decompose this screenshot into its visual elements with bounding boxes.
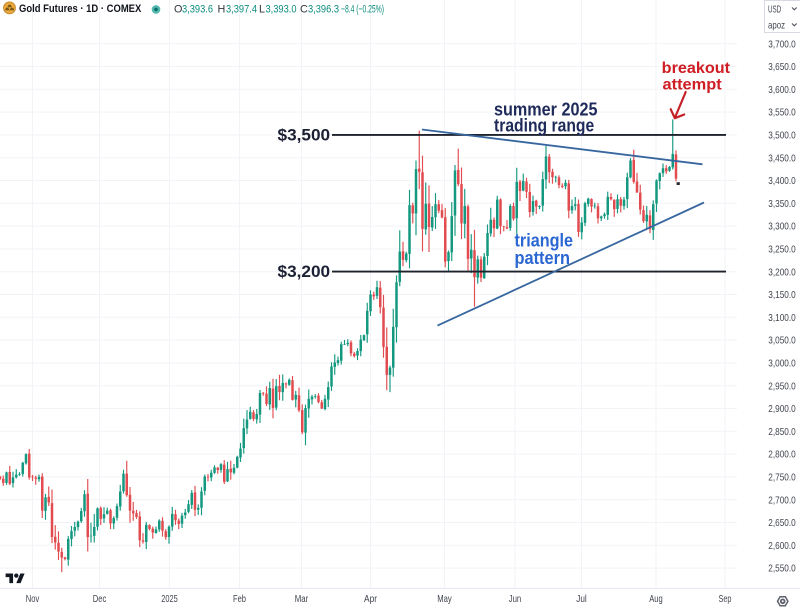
svg-text:3,100.0: 3,100.0	[768, 312, 796, 324]
svg-text:3,300.0: 3,300.0	[768, 221, 796, 233]
svg-text:3,250.0: 3,250.0	[768, 244, 796, 256]
svg-text:3,050.0: 3,050.0	[768, 335, 796, 347]
svg-text:summer 2025: summer 2025	[494, 100, 598, 120]
svg-text:3,550.0: 3,550.0	[768, 107, 796, 119]
svg-text:Jun: Jun	[509, 593, 522, 605]
svg-text:3,393.6: 3,393.6	[182, 3, 213, 15]
svg-text:3,393.0: 3,393.0	[266, 3, 297, 15]
svg-text:3,600.0: 3,600.0	[768, 84, 796, 96]
svg-text:$3,200: $3,200	[278, 263, 331, 281]
svg-text:2,600.0: 2,600.0	[768, 540, 796, 552]
svg-text:2,550.0: 2,550.0	[768, 563, 796, 575]
svg-text:triangle: triangle	[515, 230, 574, 250]
svg-text:2025: 2025	[161, 593, 178, 605]
svg-text:3,396.3: 3,396.3	[308, 3, 339, 15]
svg-text:Feb: Feb	[233, 593, 246, 605]
svg-text:O: O	[174, 3, 182, 15]
svg-text:$3,500: $3,500	[278, 126, 331, 144]
svg-text:3,400.0: 3,400.0	[768, 175, 796, 187]
svg-text:3,200.0: 3,200.0	[768, 266, 796, 278]
svg-text:3,350.0: 3,350.0	[768, 198, 796, 210]
svg-text:2,800.0: 2,800.0	[768, 449, 796, 461]
svg-text:3,000.0: 3,000.0	[768, 358, 796, 370]
svg-text:breakout: breakout	[662, 60, 731, 77]
svg-text:Apr: Apr	[364, 593, 377, 605]
svg-text:2,900.0: 2,900.0	[768, 403, 796, 415]
svg-text:3,150.0: 3,150.0	[768, 289, 796, 301]
svg-text:apoz: apoz	[768, 20, 785, 32]
svg-text:May: May	[437, 593, 452, 605]
svg-text:trading range: trading range	[494, 116, 594, 136]
svg-text:3,397.4: 3,397.4	[226, 3, 257, 15]
svg-text:2,950.0: 2,950.0	[768, 380, 796, 392]
svg-text:attempt: attempt	[663, 76, 723, 93]
svg-text:3,450.0: 3,450.0	[768, 152, 796, 164]
svg-text:2,750.0: 2,750.0	[768, 472, 796, 484]
svg-text:3,500.0: 3,500.0	[768, 130, 796, 142]
svg-text:Gold Futures · 1D · COMEX: Gold Futures · 1D · COMEX	[19, 3, 142, 15]
svg-text:Mar: Mar	[295, 593, 309, 605]
svg-text:2,850.0: 2,850.0	[768, 426, 796, 438]
svg-text:C: C	[300, 3, 308, 15]
svg-text:3,650.0: 3,650.0	[768, 61, 796, 73]
svg-text:2,700.0: 2,700.0	[768, 494, 796, 506]
svg-text:2,650.0: 2,650.0	[768, 517, 796, 529]
svg-text:Aug: Aug	[649, 593, 663, 605]
svg-text:3,700.0: 3,700.0	[768, 38, 796, 50]
svg-text:pattern: pattern	[515, 248, 571, 268]
svg-text:L: L	[259, 3, 265, 15]
svg-text:Sep: Sep	[719, 593, 732, 605]
svg-text:Nov: Nov	[26, 593, 40, 605]
svg-text:Jul: Jul	[576, 593, 587, 605]
svg-text:USD: USD	[768, 4, 781, 16]
svg-text:H: H	[218, 3, 226, 15]
svg-text:Dec: Dec	[93, 593, 107, 605]
svg-text:−8.4 (−0.25%): −8.4 (−0.25%)	[341, 3, 384, 15]
